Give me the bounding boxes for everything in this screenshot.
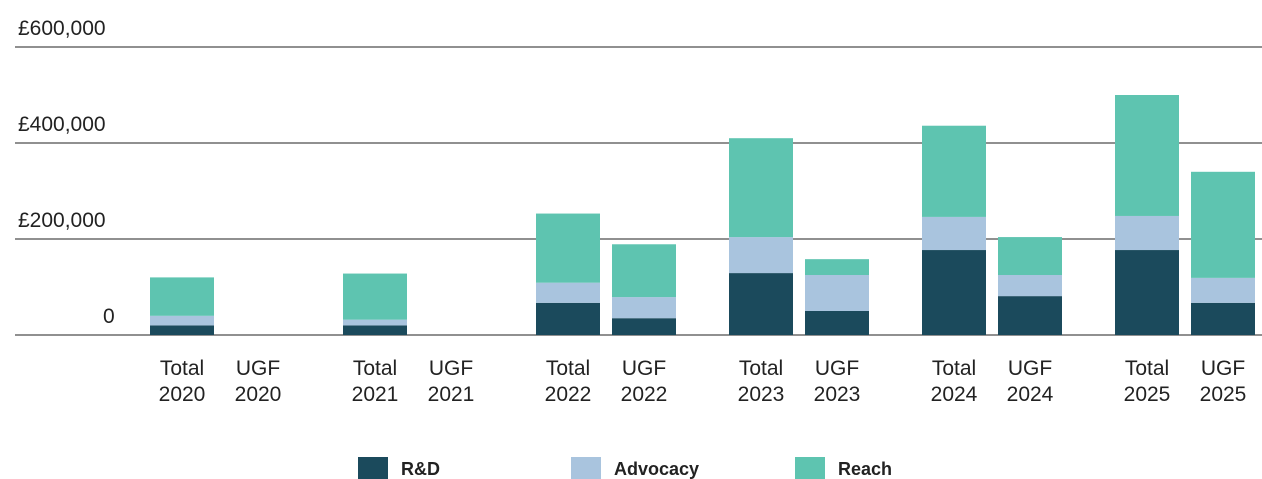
legend-label: Reach bbox=[838, 459, 892, 479]
bar-segment bbox=[1191, 302, 1255, 335]
bar-segment bbox=[343, 325, 407, 335]
x-tick-label: UGF 2024 bbox=[1006, 357, 1054, 406]
legend-label: R&D bbox=[401, 459, 440, 479]
bar-segment bbox=[805, 311, 869, 335]
bar-segment bbox=[343, 319, 407, 326]
x-tick-label: UGF 2022 bbox=[620, 357, 668, 406]
x-tick-label: UGF 2021 bbox=[427, 357, 475, 406]
bar-segment bbox=[536, 302, 600, 335]
bar-segment bbox=[729, 237, 793, 274]
bar-segment bbox=[612, 244, 676, 298]
x-tick-label: Total 2021 bbox=[351, 357, 399, 406]
x-tick-label: Total 2025 bbox=[1123, 357, 1171, 406]
y-tick-label: £400,000 bbox=[18, 113, 106, 136]
bar-segment bbox=[805, 275, 869, 311]
bar-segment bbox=[536, 213, 600, 283]
x-tick-label: Total 2024 bbox=[930, 357, 978, 406]
x-tick-label: Total 2023 bbox=[737, 357, 785, 406]
bar-segment bbox=[1115, 250, 1179, 335]
bar-segment bbox=[922, 125, 986, 217]
bar-segment bbox=[998, 275, 1062, 297]
x-tick-label: UGF 2025 bbox=[1199, 357, 1247, 406]
bar-segment bbox=[343, 273, 407, 320]
bar-segment bbox=[612, 318, 676, 335]
bar-segment bbox=[536, 282, 600, 303]
bar-segment bbox=[729, 138, 793, 238]
bar-segment bbox=[150, 325, 214, 335]
bar-segment bbox=[998, 296, 1062, 335]
y-tick-label: £200,000 bbox=[18, 209, 106, 232]
legend-label: Advocacy bbox=[614, 459, 699, 479]
bar-segment bbox=[150, 277, 214, 316]
x-tick-label: Total 2020 bbox=[158, 357, 206, 406]
bar-segment bbox=[150, 315, 214, 326]
legend-swatch bbox=[571, 457, 601, 479]
x-tick-label: Total 2022 bbox=[544, 357, 592, 406]
legend-swatch bbox=[358, 457, 388, 479]
bar-segment bbox=[998, 237, 1062, 275]
bar-segment bbox=[1191, 277, 1255, 303]
bar-segment bbox=[612, 297, 676, 319]
bar-segment bbox=[805, 259, 869, 275]
bar-segment bbox=[1115, 95, 1179, 216]
bar-segment bbox=[1115, 215, 1179, 251]
bar-segment bbox=[922, 250, 986, 335]
x-tick-label: UGF 2023 bbox=[813, 357, 861, 406]
y-tick-label: £600,000 bbox=[18, 17, 106, 40]
bar-segment bbox=[922, 216, 986, 251]
x-tick-label: UGF 2020 bbox=[234, 357, 282, 406]
y-tick-label: 0 bbox=[103, 305, 115, 328]
bar-segment bbox=[729, 273, 793, 335]
bar-segment bbox=[1191, 171, 1255, 278]
legend-swatch bbox=[795, 457, 825, 479]
